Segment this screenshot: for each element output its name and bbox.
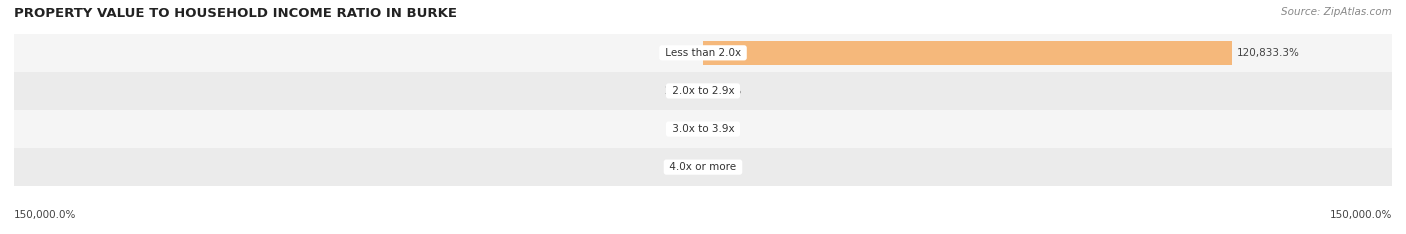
Text: 120,833.3%: 120,833.3% (1237, 48, 1299, 58)
Text: 3.0x to 3.9x: 3.0x to 3.9x (669, 124, 737, 134)
Bar (703, 41, 1232, 65)
Text: Less than 2.0x: Less than 2.0x (662, 48, 744, 58)
Text: 21.7%: 21.7% (709, 162, 741, 172)
Text: Source: ZipAtlas.com: Source: ZipAtlas.com (1281, 7, 1392, 17)
Text: 4.0x or more: 4.0x or more (666, 162, 740, 172)
Text: 150,000.0%: 150,000.0% (1330, 210, 1392, 220)
Text: 19.3%: 19.3% (665, 162, 697, 172)
Bar (14, 34, 1392, 72)
Text: 50.5%: 50.5% (665, 48, 697, 58)
Text: 61.7%: 61.7% (709, 86, 741, 96)
Text: PROPERTY VALUE TO HOUSEHOLD INCOME RATIO IN BURKE: PROPERTY VALUE TO HOUSEHOLD INCOME RATIO… (14, 7, 457, 20)
Bar (14, 110, 1392, 148)
Bar (14, 148, 1392, 186)
Text: 11.7%: 11.7% (709, 124, 741, 134)
Text: 2.0x to 2.9x: 2.0x to 2.9x (669, 86, 737, 96)
Bar (14, 72, 1392, 110)
Text: 150,000.0%: 150,000.0% (14, 210, 76, 220)
Text: 26.6%: 26.6% (665, 86, 697, 96)
Text: 3.7%: 3.7% (671, 124, 697, 134)
